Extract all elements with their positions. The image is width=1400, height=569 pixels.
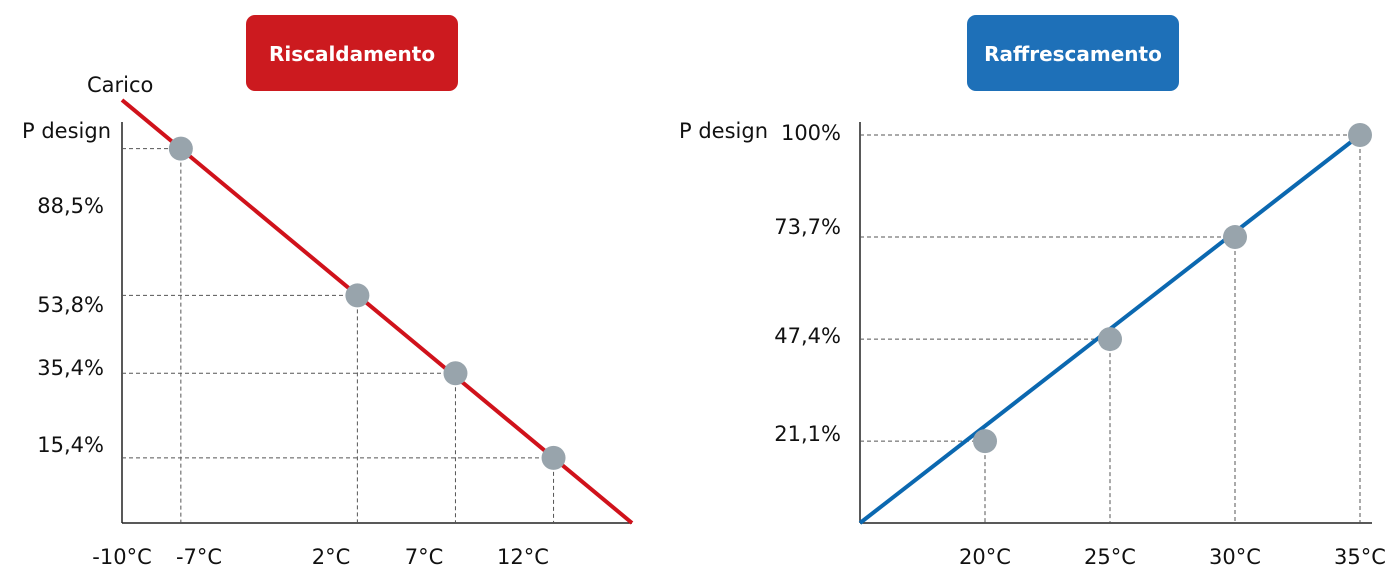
cooling-x-tick-label: 35°C bbox=[1334, 545, 1386, 569]
heating-y-top-label: P design bbox=[22, 119, 111, 143]
cooling-data-point bbox=[1348, 123, 1372, 147]
heating-x-tick-label: 7°C bbox=[405, 545, 444, 569]
cooling-y-top-label: P design bbox=[679, 119, 768, 143]
heating-x-tick-label: -10°C bbox=[92, 545, 151, 569]
heating-x-tick-label: -7°C bbox=[176, 545, 222, 569]
cooling-data-point bbox=[1098, 327, 1122, 352]
heating-y-tick-label: 53,8% bbox=[37, 293, 104, 317]
heating-ylabel: Carico bbox=[87, 73, 153, 97]
cooling-chart: Raffrescamento P design 20°C 25°C 30°C 3… bbox=[679, 15, 1386, 569]
cooling-y-tick-label: 47,4% bbox=[774, 324, 841, 348]
cooling-guides bbox=[860, 134, 1361, 523]
heating-x-tick-label: 12°C bbox=[497, 545, 549, 569]
heating-data-point bbox=[443, 361, 468, 386]
cooling-title: Raffrescamento bbox=[984, 42, 1162, 66]
heating-title: Riscaldamento bbox=[269, 42, 435, 66]
cooling-title-button[interactable] bbox=[967, 15, 1179, 91]
cooling-y-tick-label: 21,1% bbox=[774, 422, 841, 446]
heating-data-point bbox=[345, 283, 370, 308]
heating-title-button[interactable] bbox=[246, 15, 458, 91]
heating-y-tick-label: 35,4% bbox=[37, 356, 104, 380]
heating-data-point bbox=[541, 445, 566, 470]
cooling-points bbox=[973, 123, 1372, 454]
cooling-x-tick-label: 30°C bbox=[1209, 545, 1261, 569]
cooling-data-point bbox=[1223, 225, 1247, 250]
heating-guides bbox=[122, 148, 555, 523]
heating-y-tick-label: 88,5% bbox=[37, 194, 104, 218]
cooling-data-point bbox=[973, 429, 997, 454]
cooling-x-tick-label: 20°C bbox=[959, 545, 1011, 569]
heating-points bbox=[168, 136, 566, 470]
cooling-x-tick-label: 25°C bbox=[1084, 545, 1136, 569]
heating-chart: Riscaldamento Carico P design -10°C -7°C… bbox=[22, 15, 634, 569]
heating-x-tick-label: 2°C bbox=[312, 545, 351, 569]
cooling-y-tick-label: 100% bbox=[781, 121, 841, 145]
cooling-y-tick-label: 73,7% bbox=[774, 215, 841, 239]
heating-y-tick-label: 15,4% bbox=[37, 433, 104, 457]
heating-data-point bbox=[168, 136, 193, 161]
